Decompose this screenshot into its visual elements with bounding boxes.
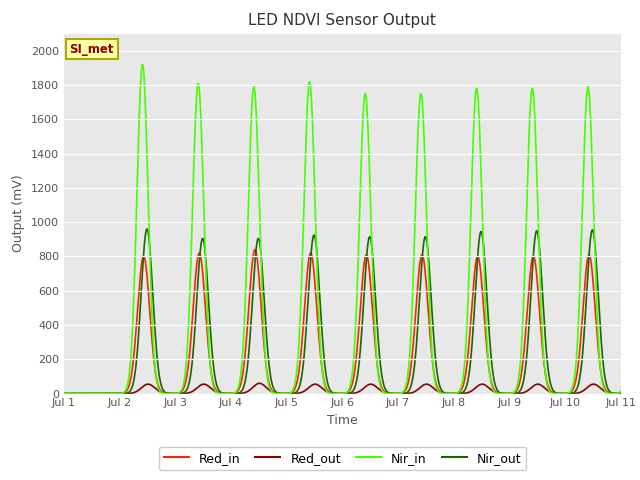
Nir_in <box>60 391 68 396</box>
Text: SI_met: SI_met <box>70 43 114 56</box>
Red_out <box>255 381 263 386</box>
Red_in <box>617 389 625 395</box>
Nir_out <box>394 391 402 396</box>
Red_out <box>161 390 169 396</box>
Red_out <box>60 391 68 396</box>
Red_in <box>422 281 430 287</box>
Line: Red_in: Red_in <box>64 250 621 394</box>
Red_out <box>394 391 402 396</box>
Nir_in <box>273 391 281 396</box>
Line: Nir_out: Nir_out <box>64 229 621 394</box>
Nir_in <box>161 391 169 396</box>
Red_out <box>476 382 483 388</box>
Nir_in <box>617 388 625 394</box>
Nir_out <box>617 391 625 396</box>
Line: Nir_in: Nir_in <box>64 64 621 394</box>
Nir_in <box>139 61 147 67</box>
Nir_out <box>476 234 483 240</box>
Nir_out <box>518 384 525 390</box>
Y-axis label: Output (mV): Output (mV) <box>12 175 26 252</box>
X-axis label: Time: Time <box>327 414 358 427</box>
Nir_out <box>60 391 68 396</box>
Red_out <box>617 391 625 396</box>
Red_in <box>161 390 169 396</box>
Red_in <box>476 260 483 265</box>
Legend: Red_in, Red_out, Nir_in, Nir_out: Red_in, Red_out, Nir_in, Nir_out <box>159 447 526 469</box>
Nir_out <box>422 236 430 241</box>
Red_out <box>422 381 430 387</box>
Nir_in <box>518 337 525 343</box>
Nir_in <box>422 200 430 206</box>
Nir_in <box>476 126 483 132</box>
Nir_out <box>143 226 151 232</box>
Nir_in <box>394 391 402 396</box>
Red_in <box>273 390 281 396</box>
Red_out <box>518 390 525 396</box>
Nir_out <box>161 389 169 395</box>
Red_in <box>251 247 259 252</box>
Nir_out <box>273 390 281 396</box>
Red_in <box>60 391 68 396</box>
Title: LED NDVI Sensor Output: LED NDVI Sensor Output <box>248 13 436 28</box>
Red_out <box>273 390 281 396</box>
Line: Red_out: Red_out <box>64 384 621 394</box>
Red_in <box>518 367 525 373</box>
Red_in <box>394 391 402 396</box>
